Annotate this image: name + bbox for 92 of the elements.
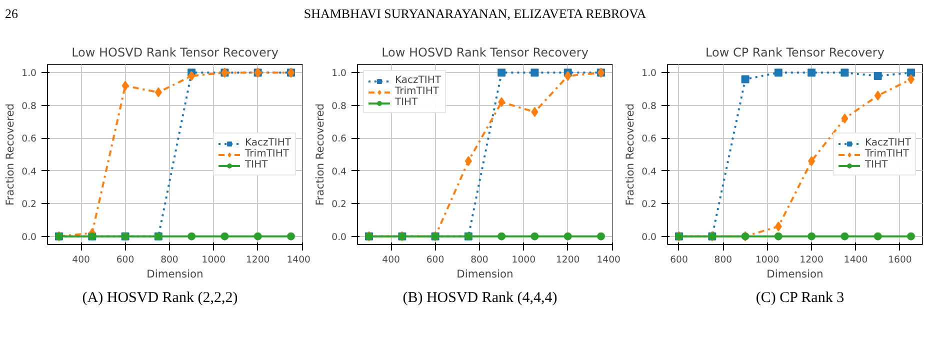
point: [874, 90, 882, 101]
text: (C) CP Rank 3: [756, 289, 844, 308]
x-tick-label: 1200: [800, 254, 824, 266]
chart-title: Low HOSVD Rank Tensor Recovery: [72, 46, 278, 60]
text: (A) HOSVD Rank (2,2,2): [82, 289, 238, 308]
legend-label: TIHT: [865, 160, 888, 170]
point: [498, 232, 506, 240]
point: [254, 232, 262, 240]
point: [908, 74, 915, 84]
point: [530, 68, 539, 77]
x-axis-title: Dimension: [766, 268, 824, 280]
x-axis-title: Dimension: [146, 268, 204, 280]
x-tick-label: 1400: [286, 254, 311, 266]
point: [220, 232, 229, 240]
point: [808, 68, 816, 77]
x-tick-label: 800: [470, 254, 488, 266]
legend-label: KaczTIHT: [865, 138, 911, 148]
point: [808, 232, 816, 240]
y-tick-label: 0.6: [332, 134, 347, 145]
point: [907, 68, 916, 77]
y-tick-label: 0.2: [22, 199, 37, 210]
y-tick-label: 1.0: [22, 68, 37, 80]
point: [498, 68, 506, 77]
x-axis-title: Dimension: [456, 268, 514, 280]
y-tick-label: 0.6: [22, 134, 37, 145]
y-axis-title: Fraction Recovered: [4, 103, 17, 206]
y-tick-label: 0.8: [642, 100, 657, 112]
point: [840, 68, 849, 77]
point: [498, 97, 506, 108]
y-tick-label: 1.0: [332, 68, 347, 80]
point: [287, 232, 296, 240]
y-axis-title: Fraction Recovered: [624, 103, 637, 206]
point: [188, 232, 196, 240]
point: [122, 80, 129, 91]
x-tick-label: 1200: [246, 254, 270, 266]
point: [840, 232, 849, 240]
point: [907, 232, 916, 240]
point: [564, 70, 572, 81]
x-tick-label: 1400: [844, 254, 868, 266]
point: [564, 232, 572, 240]
y-tick-label: 0.4: [22, 166, 37, 178]
y-tick-label: 0.8: [22, 100, 37, 112]
legend-label: KaczTIHT: [245, 138, 291, 148]
x-tick-label: 600: [426, 254, 444, 266]
point: [874, 232, 882, 240]
y-tick-label: 0.0: [642, 232, 657, 243]
y-tick-label: 0.2: [642, 199, 657, 210]
x-tick-label: 800: [160, 254, 178, 266]
legend-label: KaczTIHT: [395, 75, 441, 86]
x-tick-label: 1600: [888, 254, 912, 266]
text: 26: [5, 5, 18, 23]
x-tick-label: 1200: [556, 254, 580, 266]
point: [597, 232, 606, 240]
x-tick-label: 800: [714, 254, 732, 266]
point: [808, 156, 816, 166]
y-tick-label: 0.0: [332, 232, 347, 243]
legend-label: TrimTIHT: [395, 86, 439, 97]
legend-label: TIHT: [395, 97, 418, 108]
x-tick-label: 600: [670, 254, 688, 266]
point: [188, 70, 196, 81]
point: [531, 106, 538, 117]
point: [154, 87, 162, 98]
x-tick-label: 400: [72, 254, 90, 266]
y-axis-title: Fraction Recovered: [314, 103, 327, 206]
x-tick-label: 1000: [202, 254, 226, 266]
x-tick-label: 400: [382, 254, 400, 266]
y-tick-label: 1.0: [642, 68, 657, 80]
point: [774, 222, 782, 232]
point: [530, 232, 539, 240]
y-tick-label: 0.4: [332, 166, 347, 178]
y-tick-label: 0.2: [332, 199, 347, 210]
point: [874, 72, 882, 80]
chart-title: Low HOSVD Rank Tensor Recovery: [382, 46, 588, 60]
text: (B) HOSVD Rank (4,4,4): [402, 289, 558, 308]
point: [741, 75, 750, 84]
legend-label: TrimTIHT: [865, 148, 910, 160]
legend-label: TIHT: [245, 160, 268, 170]
legend-label: TrimTIHT: [245, 148, 290, 160]
y-tick-label: 0.6: [642, 134, 657, 145]
chart-title: Low CP Rank Tensor Recovery: [706, 46, 884, 60]
y-tick-label: 0.4: [642, 166, 657, 178]
x-tick-label: 1000: [756, 254, 780, 266]
x-tick-label: 1000: [512, 254, 536, 266]
point: [774, 232, 782, 240]
y-tick-label: 0.0: [22, 232, 37, 243]
x-tick-label: 1400: [596, 254, 621, 266]
point: [841, 114, 848, 124]
y-tick-label: 0.8: [332, 100, 347, 112]
point: [464, 156, 472, 166]
x-tick-label: 600: [116, 254, 134, 266]
point: [774, 68, 782, 77]
text: SHAMBHAVI SURYANARAYANAN, ELIZAVETA REBROVA: [304, 5, 646, 23]
